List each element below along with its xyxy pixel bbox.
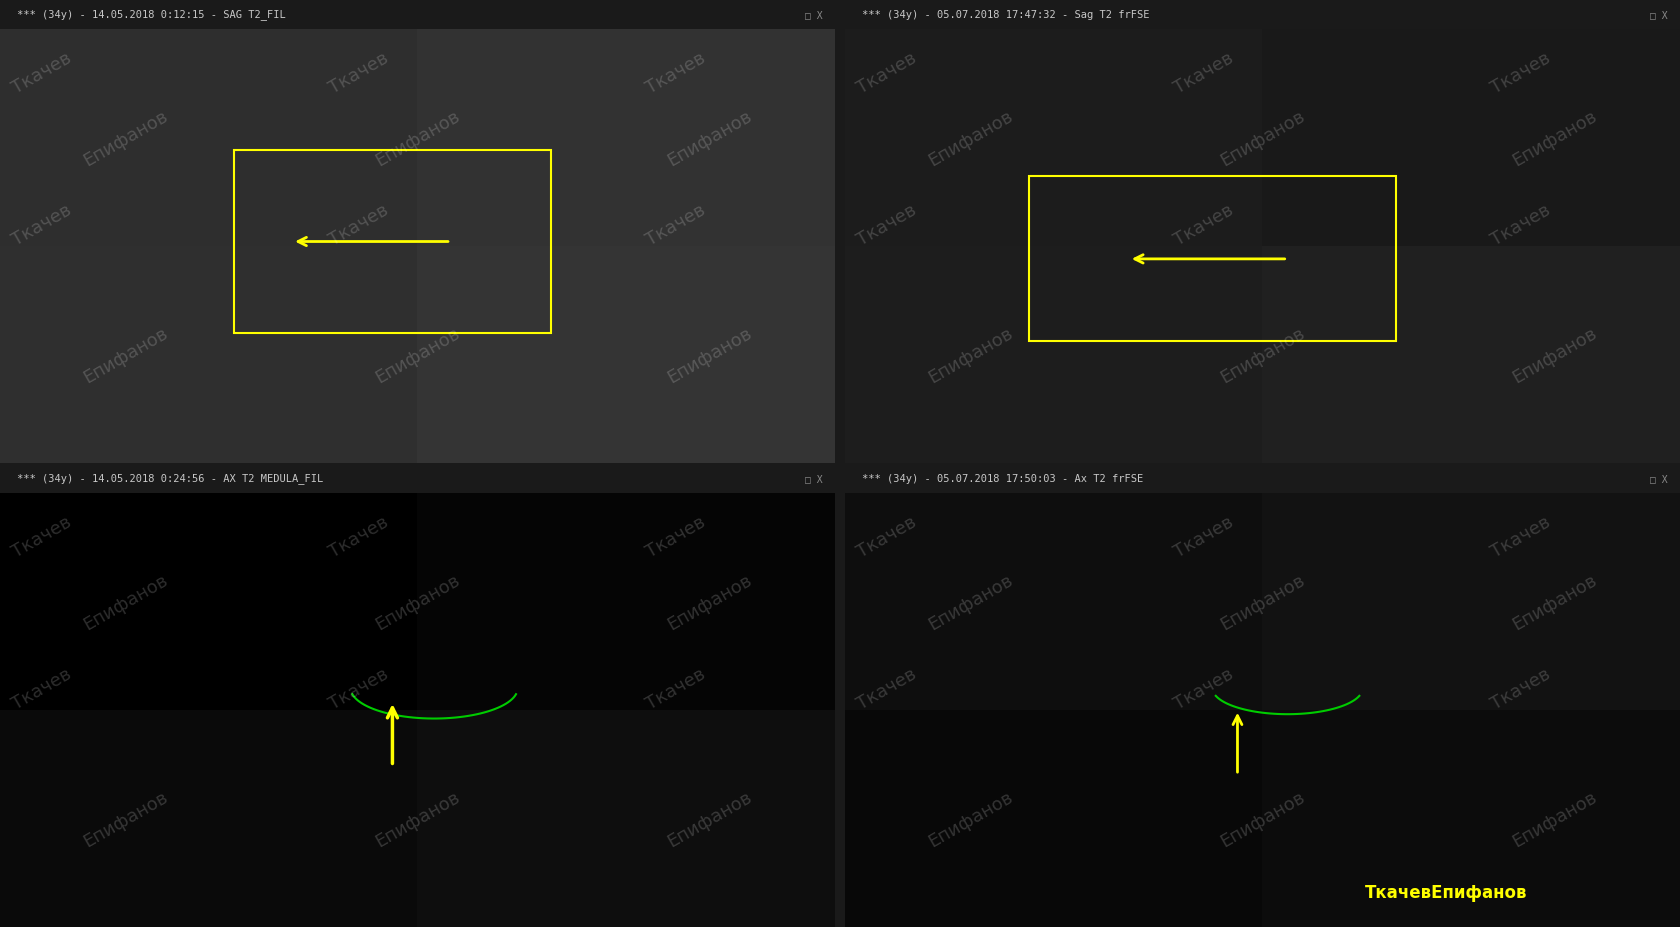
- Text: Епифанов: Епифанов: [79, 324, 171, 387]
- Text: Ткачев: Ткачев: [8, 49, 74, 97]
- Bar: [1028, 177, 1396, 342]
- Text: Ткачев: Ткачев: [853, 49, 919, 97]
- Text: Епифанов: Епифанов: [1216, 787, 1309, 850]
- Text: Епифанов: Епифанов: [371, 107, 464, 170]
- Text: Ткачев: Ткачев: [326, 513, 391, 561]
- Text: Епифанов: Епифанов: [924, 570, 1016, 633]
- Text: *** (34y) - 05.07.2018 17:47:32 - Sag T2 frFSE: *** (34y) - 05.07.2018 17:47:32 - Sag T2…: [862, 10, 1149, 19]
- Text: Епифанов: Епифанов: [79, 570, 171, 633]
- Text: Ткачев: Ткачев: [853, 665, 919, 713]
- Text: Епифанов: Епифанов: [664, 324, 756, 387]
- Text: Епифанов: Епифанов: [1509, 787, 1601, 850]
- Text: Ткачев: Ткачев: [1171, 49, 1236, 97]
- Text: Епифанов: Епифанов: [371, 787, 464, 850]
- Text: *** (34y) - 14.05.2018 0:24:56 - AX T2 MEDULA_FIL: *** (34y) - 14.05.2018 0:24:56 - AX T2 M…: [17, 473, 323, 484]
- Text: Ткачев: Ткачев: [643, 201, 709, 249]
- Text: Ткачев: Ткачев: [8, 665, 74, 713]
- Text: Епифанов: Епифанов: [924, 787, 1016, 850]
- Text: Епифанов: Епифанов: [664, 787, 756, 850]
- Text: Епифанов: Епифанов: [924, 324, 1016, 387]
- Text: Ткачев: Ткачев: [853, 513, 919, 561]
- Text: Ткачев: Ткачев: [1488, 201, 1554, 249]
- Text: Ткачев: Ткачев: [326, 201, 391, 249]
- Text: Ткачев: Ткачев: [1171, 201, 1236, 249]
- Text: Ткачев: Ткачев: [1488, 513, 1554, 561]
- Bar: [234, 151, 551, 334]
- Text: Епифанов: Епифанов: [1509, 570, 1601, 633]
- Text: Епифанов: Епифанов: [924, 107, 1016, 170]
- Text: Епифанов: Епифанов: [79, 787, 171, 850]
- Text: Ткачев: Ткачев: [326, 49, 391, 97]
- Text: Ткачев: Ткачев: [1171, 513, 1236, 561]
- Text: Ткачев: Ткачев: [1488, 665, 1554, 713]
- Text: Епифанов: Епифанов: [1216, 324, 1309, 387]
- Text: Епифанов: Епифанов: [664, 570, 756, 633]
- Text: Ткачев: Ткачев: [643, 49, 709, 97]
- Text: *** (34y) - 14.05.2018 0:12:15 - SAG T2_FIL: *** (34y) - 14.05.2018 0:12:15 - SAG T2_…: [17, 9, 286, 20]
- Text: Ткачев: Ткачев: [1488, 49, 1554, 97]
- Text: Епифанов: Епифанов: [1216, 107, 1309, 170]
- Text: Ткачев: Ткачев: [853, 201, 919, 249]
- Text: *** (34y) - 05.07.2018 17:50:03 - Ax T2 frFSE: *** (34y) - 05.07.2018 17:50:03 - Ax T2 …: [862, 474, 1142, 483]
- Text: Ткачев: Ткачев: [643, 665, 709, 713]
- Text: Епифанов: Епифанов: [1509, 324, 1601, 387]
- Text: Епифанов: Епифанов: [371, 570, 464, 633]
- Text: Епифанов: Епифанов: [79, 107, 171, 170]
- Text: □ X: □ X: [1650, 474, 1668, 483]
- Text: □ X: □ X: [1650, 10, 1668, 19]
- Text: Епифанов: Епифанов: [371, 324, 464, 387]
- Text: □ X: □ X: [805, 474, 823, 483]
- Text: Епифанов: Епифанов: [664, 107, 756, 170]
- Text: Ткачев: Ткачев: [326, 665, 391, 713]
- Text: Ткачев: Ткачев: [8, 201, 74, 249]
- Text: Ткачев: Ткачев: [8, 513, 74, 561]
- Text: Ткачев: Ткачев: [643, 513, 709, 561]
- Text: Епифанов: Епифанов: [1216, 570, 1309, 633]
- Text: ТкачевЕпифанов: ТкачевЕпифанов: [1364, 883, 1527, 901]
- Text: Епифанов: Епифанов: [1509, 107, 1601, 170]
- Text: Ткачев: Ткачев: [1171, 665, 1236, 713]
- Text: □ X: □ X: [805, 10, 823, 19]
